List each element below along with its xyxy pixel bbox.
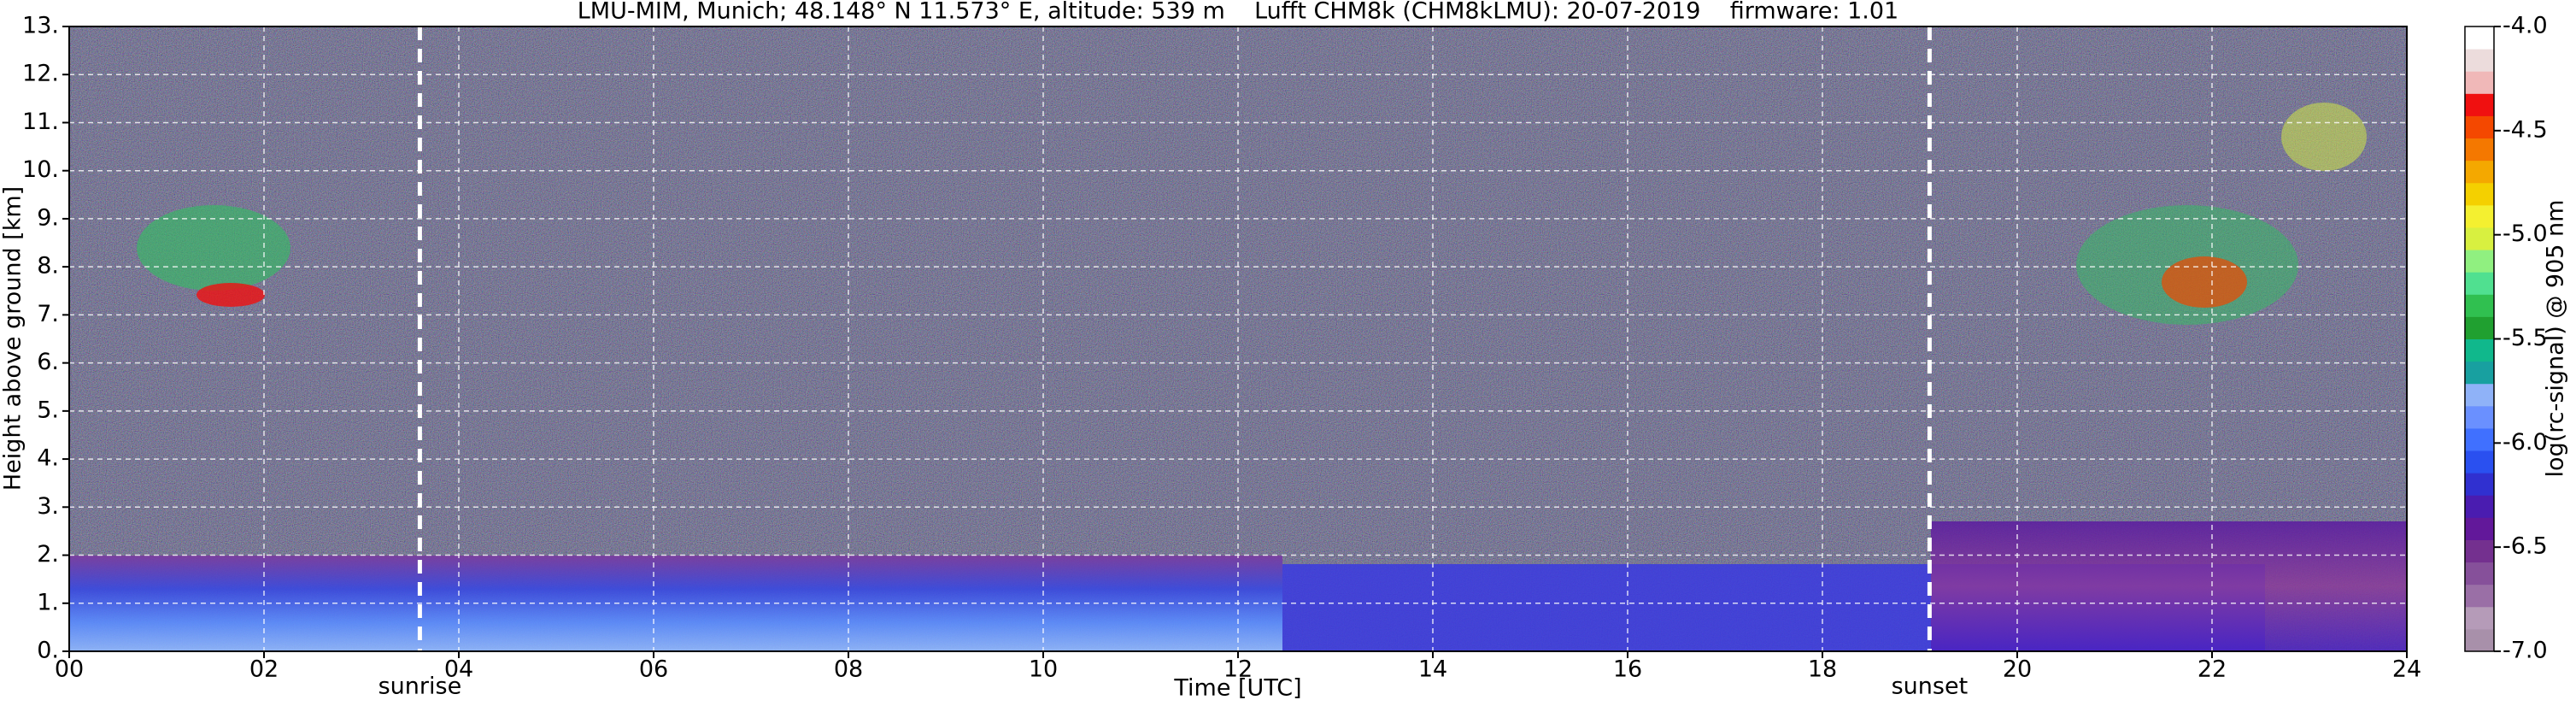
colorbar-swatch (2465, 405, 2494, 429)
y-tick-label: 6. (37, 349, 59, 375)
x-tick-label: 14 (1418, 656, 1447, 683)
y-axis-label: Height above ground [km] (0, 186, 26, 491)
colorbar-swatch (2465, 26, 2494, 50)
y-tick-label: 3. (37, 493, 59, 520)
x-tick-label: 10 (1029, 656, 1058, 683)
colorbar-swatch (2465, 71, 2494, 94)
colorbar-tick-label: -6.0 (2503, 429, 2548, 456)
colorbar-label: log(rc-signal) @ 905 nm (2543, 200, 2569, 478)
colorbar-swatch (2465, 473, 2494, 496)
x-tick-label: 12 (1223, 656, 1253, 683)
colorbar-swatch (2465, 93, 2494, 116)
y-tick-label: 13. (22, 13, 59, 39)
y-tick-label: 1. (37, 589, 59, 615)
x-tick-label: 04 (444, 656, 473, 683)
colorbar-swatch (2465, 115, 2494, 139)
colorbar-swatch (2465, 160, 2494, 184)
colorbar-tick-label: -7.0 (2503, 638, 2548, 664)
colorbar-swatch (2465, 227, 2494, 250)
y-tick-label: 10. (22, 156, 59, 183)
x-tick-label: 24 (2392, 656, 2421, 683)
y-tick-label: 4. (37, 445, 59, 472)
colorbar-swatch (2465, 584, 2494, 608)
colorbar-swatch (2465, 427, 2494, 451)
colorbar-swatch (2465, 49, 2494, 72)
x-tick-label: 22 (2198, 656, 2227, 683)
chart-title: LMU-MIM, Munich; 48.148° N 11.573° E, al… (578, 0, 1898, 25)
colorbar-swatch (2465, 383, 2494, 407)
y-tick-label: 9. (37, 204, 59, 231)
colorbar-tick-label: -5.0 (2503, 221, 2548, 247)
colorbar-swatch (2465, 272, 2494, 295)
x-axis-label: Time [UTC] (1173, 675, 1301, 702)
annotation-label: sunset (1892, 674, 1969, 700)
x-tick-label: 06 (639, 656, 668, 683)
colorbar-swatch (2465, 182, 2494, 206)
y-tick-label: 12. (22, 61, 59, 87)
y-tick-label: 7. (37, 301, 59, 327)
colorbar-tick-label: -4.5 (2503, 116, 2548, 143)
x-tick-label: 20 (2003, 656, 2032, 683)
colorbar-swatch (2465, 316, 2494, 339)
colorbar-swatch (2465, 450, 2494, 474)
colorbar-tick-label: -4.0 (2503, 13, 2548, 39)
colorbar-swatch (2465, 517, 2494, 540)
colorbar-tick-label: -5.5 (2503, 325, 2548, 351)
colorbar-tick-label: -6.5 (2503, 533, 2548, 560)
y-tick-label: 0. (37, 638, 59, 664)
y-tick-label: 11. (22, 109, 59, 135)
colorbar-swatch (2465, 250, 2494, 273)
x-tick-label: 00 (55, 656, 84, 683)
colorbar-swatch (2465, 539, 2494, 563)
colorbar-swatch (2465, 338, 2494, 362)
x-tick-label: 16 (1613, 656, 1642, 683)
annotation-label: sunrise (378, 674, 462, 700)
x-tick-label: 08 (834, 656, 863, 683)
y-tick-label: 2. (37, 541, 59, 568)
colorbar-swatch (2465, 628, 2494, 652)
y-tick-label: 8. (37, 253, 59, 279)
colorbar-swatch (2465, 606, 2494, 630)
colorbar-swatch (2465, 562, 2494, 585)
y-tick-label: 5. (37, 397, 59, 423)
colorbar-swatch (2465, 138, 2494, 162)
colorbar-swatch (2465, 495, 2494, 518)
x-tick-label: 02 (249, 656, 279, 683)
colorbar-swatch (2465, 204, 2494, 228)
colorbar-swatch (2465, 361, 2494, 385)
colorbar-swatch (2465, 294, 2494, 317)
x-tick-label: 18 (1808, 656, 1837, 683)
